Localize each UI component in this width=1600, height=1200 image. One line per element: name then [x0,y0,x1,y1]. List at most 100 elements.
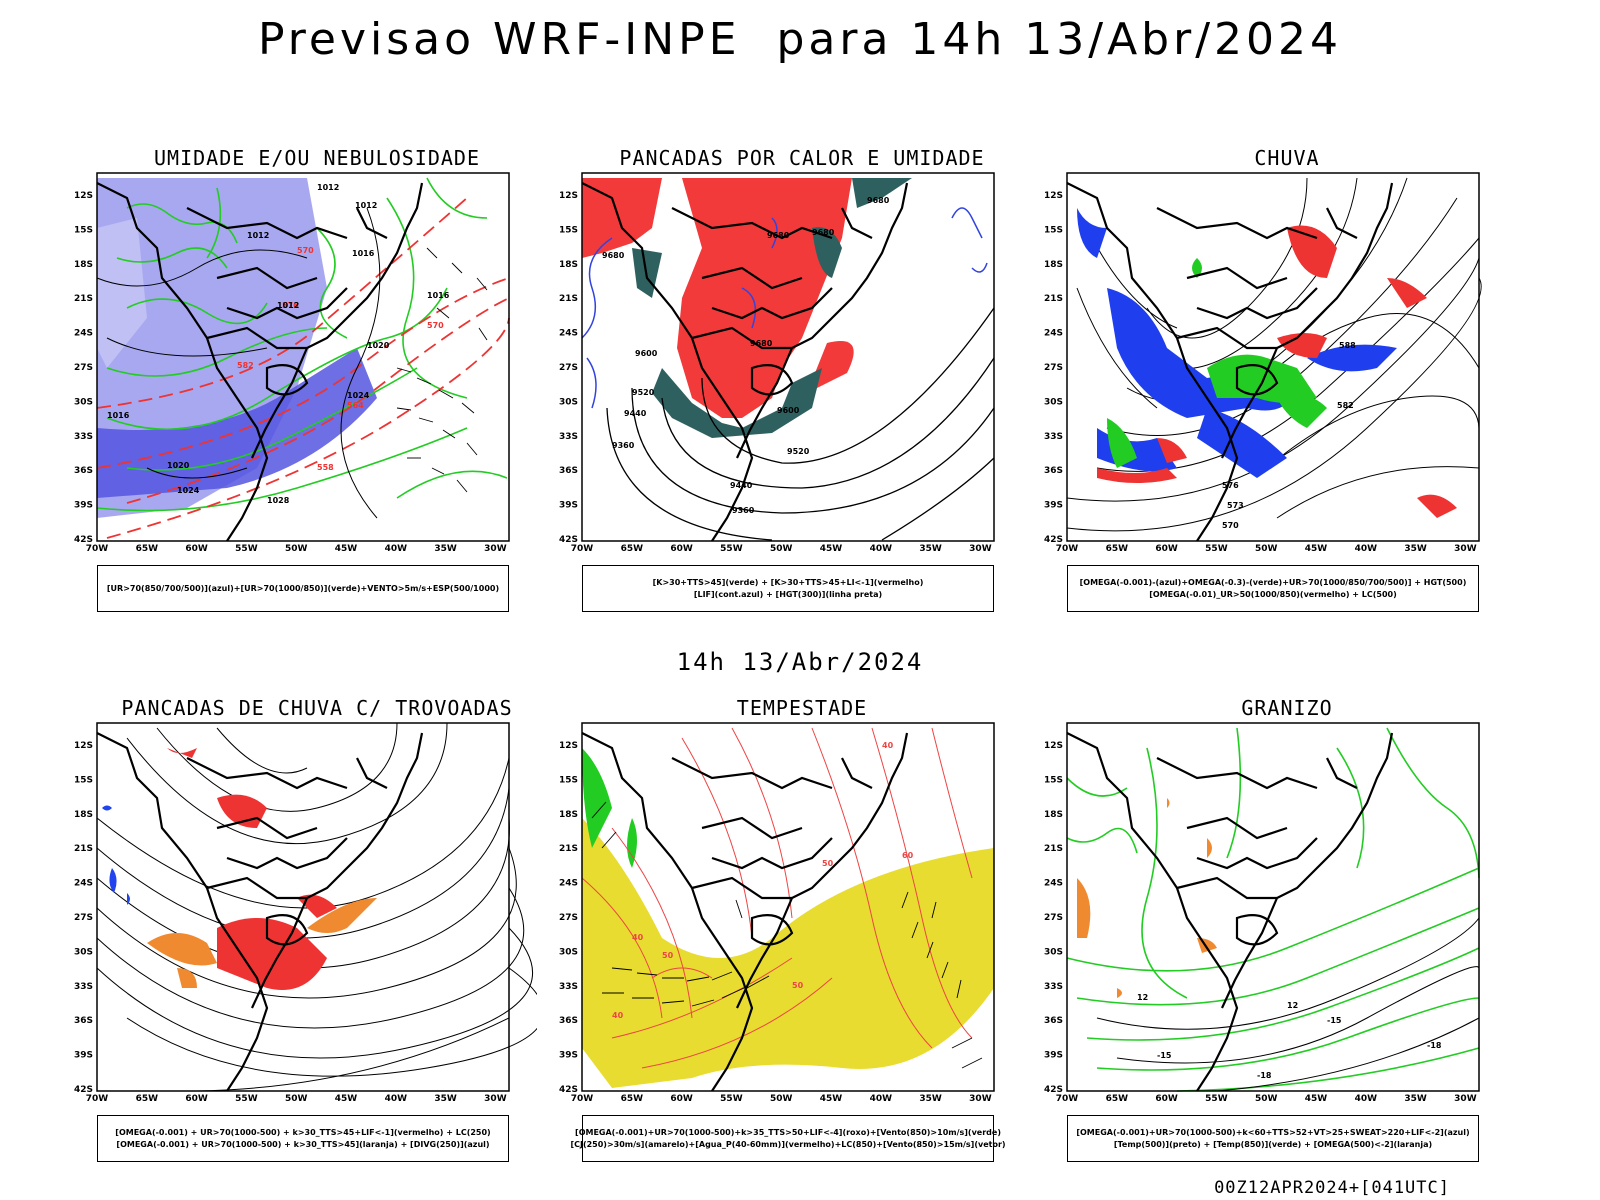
svg-text:9440: 9440 [624,409,647,418]
svg-text:12: 12 [1137,993,1148,1002]
lat-tick-label: 42S [74,1085,93,1095]
coastline-border [356,757,388,789]
panel-legend: [OMEGA(-0.001)+UR>70(1000-500)+k<60+TTS>… [1067,1115,1479,1162]
lon-tick-label: 50W [770,544,793,554]
panel-granizo: GRANIZO 12S 15S 18S 21S 24S 27S 30S 33S 36S 39S 42… [1037,696,1507,1171]
lon-tick-label: 40W [1355,544,1378,554]
coastline-border [736,347,794,459]
lat-tick-label: 27S [74,913,93,923]
lat-tick-label: 33S [1044,982,1063,992]
lat-tick-label: 15S [559,225,578,235]
legend-line: [OMEGA(-0.001)-(azul)+OMEGA(-0.3)-(verde… [1079,577,1467,587]
svg-text:1028: 1028 [267,496,290,505]
coastline-border [1176,326,1277,350]
lat-tick-label: 12S [1044,191,1063,201]
main-title: Previsao WRF-INPE para 14h 13/Abr/2024 [258,14,1342,65]
panel-chuva: CHUVA 12S 15S 18S 21S 24S 27S 30S 33S 36S 39S 42S 7… [1037,146,1507,621]
lat-tick-label: 12S [74,741,93,751]
coastline-border [265,364,309,396]
svg-text:9680: 9680 [867,196,890,205]
svg-text:573: 573 [1227,501,1244,510]
svg-text:50: 50 [662,951,674,960]
lon-tick-label: 65W [136,1094,159,1104]
lat-tick-label: 42S [559,1085,578,1095]
lat-tick-label: 33S [559,982,578,992]
lon-tick-label: 60W [1155,1094,1178,1104]
svg-text:1016: 1016 [427,291,450,300]
svg-text:576: 576 [282,301,299,310]
lon-tick-label: 30W [969,544,992,554]
svg-text:576: 576 [1222,481,1239,490]
lat-tick-label: 21S [1044,294,1063,304]
lat-tick-label: 21S [1044,844,1063,854]
svg-text:9680: 9680 [767,231,790,240]
svg-text:558: 558 [317,463,334,472]
coastline-border [251,897,309,1009]
svg-text:570: 570 [427,321,444,330]
lat-tick-label: 24S [1044,329,1063,339]
lon-tick-label: 55W [720,1094,743,1104]
svg-text:9600: 9600 [777,406,800,415]
svg-text:40: 40 [612,1011,624,1020]
lat-tick-label: 30S [1044,947,1063,957]
lat-tick-label: 33S [74,982,93,992]
panel-pancadas-trovoadas: PANCADAS DE CHUVA C/ TROVOADAS 12S 15S 18S… [67,696,537,1171]
coastline-border [711,837,833,870]
legend-line: [K>30+TTS>45](verde) + [K>30+TTS>45+LI<-… [652,577,924,587]
coastline-border [1221,347,1279,459]
lat-tick-label: 27S [74,363,93,373]
svg-text:-15: -15 [1157,1051,1172,1060]
lon-tick-label: 65W [621,1094,644,1104]
coastline-border [691,876,792,900]
lat-tick-label: 42S [1044,1085,1063,1095]
lon-tick-label: 35W [1404,1094,1427,1104]
coastline-border [1176,876,1277,900]
svg-text:582: 582 [237,361,254,370]
lat-tick-label: 42S [559,535,578,545]
lon-tick-label: 50W [285,544,308,554]
coastline-border [96,182,269,542]
lat-tick-label: 18S [1044,810,1063,820]
svg-text:582: 582 [1337,401,1354,410]
run-label: 00Z12APR2024+[041UTC] [1214,1178,1450,1198]
svg-text:9520: 9520 [787,447,810,456]
coastline-border [841,757,873,789]
lon-tick-label: 40W [870,1094,893,1104]
lat-tick-label: 21S [559,294,578,304]
lon-tick-label: 45W [820,544,843,554]
legend-line: [Temp(500)](preto) + [Temp(850)](verde) … [1113,1139,1433,1149]
lon-tick-label: 65W [1106,544,1129,554]
coastline-border [216,266,318,290]
legend-line: [UR>70(850/700/500)](azul)+[UR>70(1000/8… [106,583,500,593]
lon-tick-label: 30W [484,1094,507,1104]
coastline-border [1066,182,1239,542]
lon-tick-label: 50W [1255,544,1278,554]
coastline-border [265,914,309,946]
lon-tick-label: 65W [621,544,644,554]
lon-tick-label: 30W [1454,544,1477,554]
svg-text:9360: 9360 [612,441,635,450]
lon-tick-label: 35W [919,544,942,554]
lat-tick-label: 39S [74,1051,93,1061]
svg-text:9680: 9680 [750,339,773,348]
coastline-border [1276,732,1394,899]
panel-title: CHUVA [1254,146,1320,170]
svg-text:9680: 9680 [602,251,625,260]
lat-tick-label: 39S [1044,1051,1063,1061]
coastline-border [1196,287,1318,320]
lat-tick-label: 21S [559,844,578,854]
svg-text:-18: -18 [1257,1071,1272,1080]
lon-tick-label: 65W [1106,1094,1129,1104]
coastline-border [226,287,348,320]
lon-tick-label: 50W [770,1094,793,1104]
svg-text:12: 12 [1287,1001,1298,1010]
lon-tick-label: 40W [385,544,408,554]
lon-tick-label: 60W [670,544,693,554]
coastline-border [581,732,754,1092]
lon-tick-label: 35W [434,1094,457,1104]
panel-title: PANCADAS POR CALOR E UMIDADE [619,146,985,170]
svg-text:1020: 1020 [167,461,190,470]
lat-tick-label: 15S [1044,775,1063,785]
lat-tick-label: 30S [74,397,93,407]
coastline-border [96,732,269,1092]
